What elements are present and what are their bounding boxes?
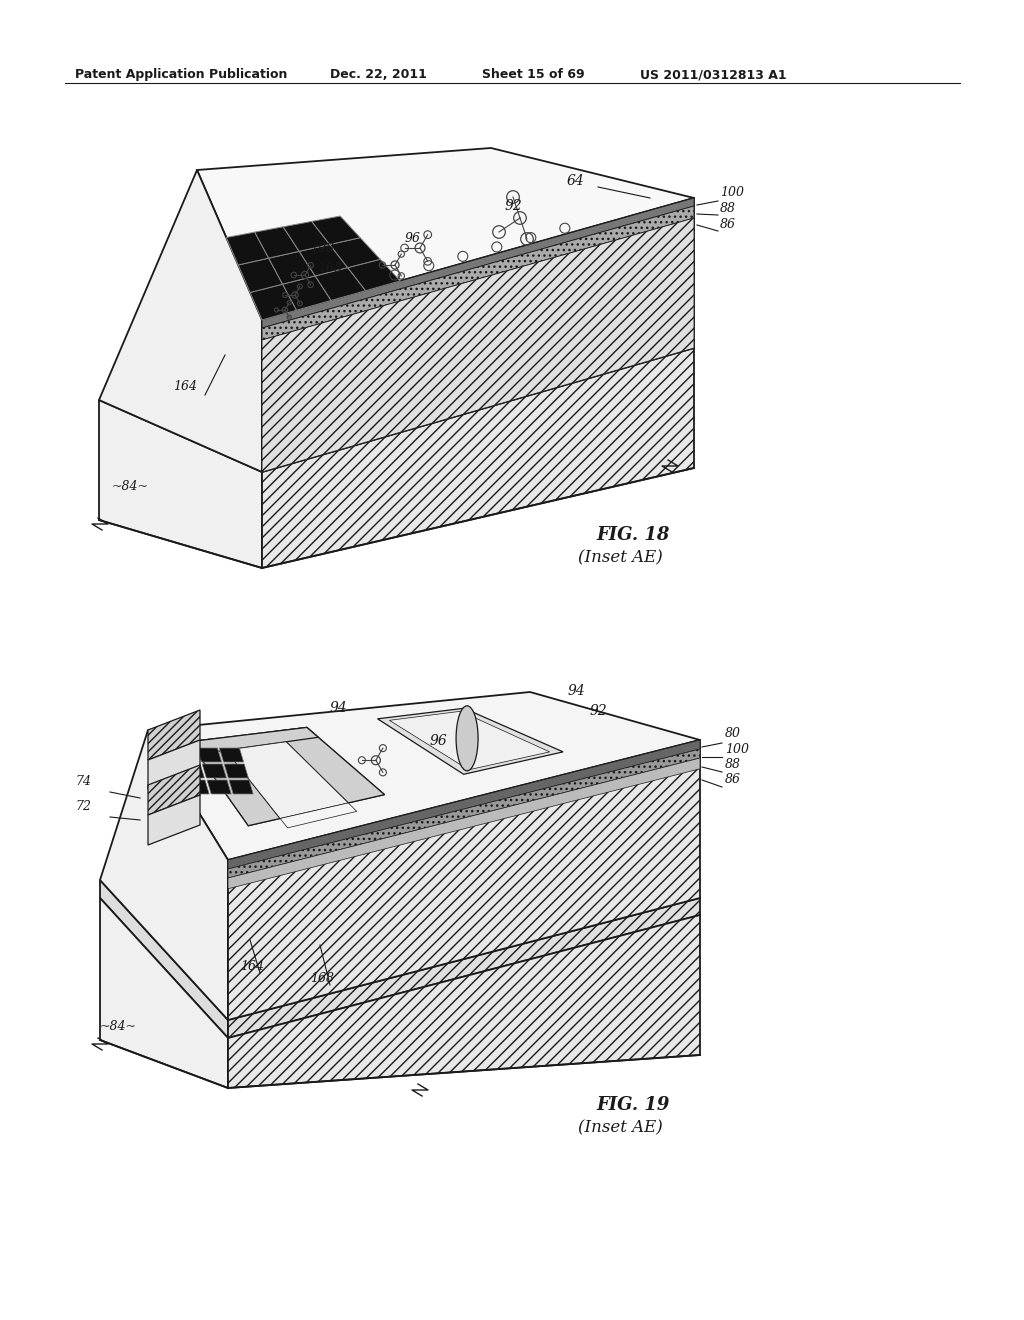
Polygon shape bbox=[158, 764, 182, 777]
Polygon shape bbox=[175, 748, 200, 762]
Ellipse shape bbox=[456, 706, 478, 771]
Polygon shape bbox=[100, 898, 228, 1088]
Text: FIG. 19: FIG. 19 bbox=[596, 1096, 670, 1114]
Polygon shape bbox=[226, 232, 268, 265]
Text: 92: 92 bbox=[590, 704, 608, 718]
Text: (Inset AE): (Inset AE) bbox=[578, 1119, 663, 1137]
Polygon shape bbox=[228, 915, 700, 1088]
Polygon shape bbox=[348, 259, 400, 290]
Polygon shape bbox=[389, 711, 550, 770]
Text: 198: 198 bbox=[310, 242, 334, 255]
Polygon shape bbox=[262, 206, 694, 341]
Text: 96: 96 bbox=[406, 232, 421, 246]
Text: 168: 168 bbox=[318, 261, 342, 275]
Text: 64: 64 bbox=[567, 174, 585, 187]
Polygon shape bbox=[311, 216, 360, 244]
Polygon shape bbox=[198, 748, 221, 762]
Polygon shape bbox=[239, 259, 283, 293]
Polygon shape bbox=[228, 758, 700, 888]
Text: ~84~: ~84~ bbox=[100, 1020, 137, 1034]
Polygon shape bbox=[99, 400, 262, 568]
Polygon shape bbox=[315, 268, 366, 301]
Polygon shape bbox=[226, 742, 348, 818]
Polygon shape bbox=[281, 803, 356, 828]
Polygon shape bbox=[330, 238, 380, 268]
Polygon shape bbox=[202, 764, 226, 777]
Polygon shape bbox=[100, 880, 228, 1038]
Text: 164: 164 bbox=[240, 960, 264, 973]
Text: 88: 88 bbox=[725, 758, 741, 771]
Polygon shape bbox=[224, 764, 249, 777]
Polygon shape bbox=[100, 730, 228, 1020]
Text: (Inset AE): (Inset AE) bbox=[578, 549, 663, 566]
Polygon shape bbox=[228, 748, 700, 878]
Text: 100: 100 bbox=[720, 186, 744, 199]
Polygon shape bbox=[148, 795, 200, 845]
Polygon shape bbox=[228, 741, 700, 1020]
Text: 94: 94 bbox=[330, 701, 348, 715]
Text: 72: 72 bbox=[75, 800, 91, 813]
Polygon shape bbox=[148, 692, 700, 861]
Polygon shape bbox=[228, 898, 700, 1038]
Polygon shape bbox=[189, 738, 281, 826]
Polygon shape bbox=[99, 170, 262, 473]
Polygon shape bbox=[268, 251, 315, 284]
Polygon shape bbox=[163, 780, 187, 795]
Polygon shape bbox=[148, 710, 200, 760]
Polygon shape bbox=[154, 748, 177, 762]
Text: 92: 92 bbox=[505, 199, 522, 213]
Text: Dec. 22, 2011: Dec. 22, 2011 bbox=[330, 69, 427, 81]
Text: 164: 164 bbox=[173, 380, 197, 393]
Text: Sheet 15 of 69: Sheet 15 of 69 bbox=[482, 69, 585, 81]
Text: Patent Application Publication: Patent Application Publication bbox=[75, 69, 288, 81]
Text: 100: 100 bbox=[725, 743, 749, 756]
Polygon shape bbox=[219, 748, 244, 762]
Text: FIG. 18: FIG. 18 bbox=[596, 525, 670, 544]
Polygon shape bbox=[228, 741, 700, 869]
Polygon shape bbox=[197, 148, 694, 319]
Polygon shape bbox=[148, 741, 200, 789]
Polygon shape bbox=[275, 727, 385, 803]
Polygon shape bbox=[207, 780, 231, 795]
Polygon shape bbox=[189, 727, 318, 754]
Text: 96: 96 bbox=[430, 734, 447, 748]
Polygon shape bbox=[262, 218, 694, 473]
Text: 74: 74 bbox=[75, 775, 91, 788]
Text: 94: 94 bbox=[568, 684, 586, 698]
Polygon shape bbox=[378, 709, 563, 775]
Polygon shape bbox=[255, 227, 299, 259]
Polygon shape bbox=[180, 764, 205, 777]
Polygon shape bbox=[185, 780, 209, 795]
Polygon shape bbox=[262, 198, 694, 473]
Polygon shape bbox=[299, 244, 348, 276]
Polygon shape bbox=[262, 348, 694, 568]
Text: 86: 86 bbox=[725, 774, 741, 785]
Polygon shape bbox=[189, 727, 385, 826]
Text: US 2011/0312813 A1: US 2011/0312813 A1 bbox=[640, 69, 786, 81]
Polygon shape bbox=[148, 766, 200, 814]
Polygon shape bbox=[283, 276, 331, 310]
Text: 168: 168 bbox=[310, 972, 334, 985]
Polygon shape bbox=[229, 780, 253, 795]
Polygon shape bbox=[284, 222, 330, 251]
Polygon shape bbox=[250, 284, 297, 319]
Polygon shape bbox=[262, 198, 694, 327]
Text: 80: 80 bbox=[725, 727, 741, 741]
Text: ~84~: ~84~ bbox=[112, 480, 150, 492]
Text: 86: 86 bbox=[720, 218, 736, 231]
Text: 88: 88 bbox=[720, 202, 736, 215]
